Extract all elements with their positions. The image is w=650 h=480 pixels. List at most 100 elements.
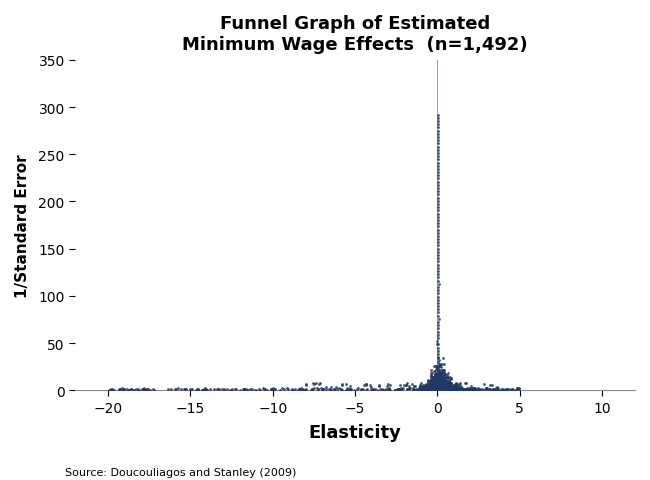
Point (420, 382, 430, 390)
Point (430, 382, 441, 389)
Point (142, 385, 152, 393)
Point (434, 384, 445, 392)
Point (441, 381, 452, 388)
Point (428, 381, 439, 388)
Point (366, 385, 376, 393)
Point (300, 381, 311, 389)
Point (405, 385, 415, 393)
Point (444, 383, 454, 391)
Point (501, 385, 512, 393)
Point (439, 381, 450, 388)
Point (448, 382, 458, 390)
Point (415, 382, 426, 390)
Point (434, 379, 445, 386)
Point (437, 368, 447, 376)
Point (429, 362, 439, 370)
Point (439, 384, 449, 392)
Point (433, 363, 443, 371)
Point (193, 386, 203, 394)
Point (444, 386, 454, 394)
Point (433, 378, 443, 386)
Point (439, 385, 450, 393)
Point (426, 384, 437, 392)
Point (404, 384, 414, 392)
Point (369, 386, 380, 394)
Point (448, 384, 459, 392)
Point (454, 380, 465, 387)
Point (436, 370, 447, 378)
Point (432, 382, 442, 389)
Point (423, 383, 434, 390)
Point (434, 377, 444, 385)
Point (436, 374, 447, 382)
Point (225, 386, 235, 394)
Point (462, 386, 473, 394)
Point (278, 386, 289, 394)
Point (440, 381, 450, 388)
Point (431, 382, 441, 389)
Point (431, 375, 441, 383)
Point (445, 384, 456, 392)
Point (437, 379, 448, 387)
Point (432, 362, 442, 370)
Point (435, 383, 445, 391)
Point (463, 386, 474, 394)
Point (436, 386, 447, 394)
Point (442, 373, 452, 381)
Point (432, 372, 442, 380)
Point (435, 382, 445, 390)
Point (439, 384, 450, 392)
Point (433, 384, 443, 391)
Point (433, 163, 443, 170)
Point (433, 309, 443, 317)
Point (456, 385, 467, 393)
Point (438, 386, 448, 394)
Point (341, 386, 352, 394)
Point (448, 384, 459, 392)
Point (424, 385, 434, 393)
Point (456, 384, 466, 392)
Point (450, 385, 460, 393)
Point (434, 372, 444, 380)
Point (435, 366, 445, 374)
Point (430, 377, 440, 385)
Point (431, 383, 441, 391)
Point (419, 386, 430, 394)
Point (437, 379, 448, 387)
Point (452, 385, 462, 393)
Point (426, 382, 436, 389)
Point (440, 370, 450, 378)
Point (430, 374, 441, 382)
Point (443, 377, 454, 384)
Point (437, 386, 447, 394)
Point (374, 382, 384, 390)
Point (435, 369, 445, 377)
Point (433, 284, 443, 291)
Point (448, 386, 459, 394)
Point (446, 384, 456, 392)
Point (411, 385, 421, 393)
Point (439, 384, 450, 392)
Point (439, 383, 450, 391)
Point (217, 385, 228, 393)
Point (214, 385, 224, 393)
Point (464, 385, 474, 393)
Point (287, 386, 297, 394)
Point (422, 386, 432, 394)
Point (434, 372, 445, 379)
Point (430, 380, 441, 387)
Point (416, 386, 426, 394)
Point (435, 383, 445, 391)
Point (441, 384, 451, 392)
Point (442, 386, 452, 394)
Point (426, 377, 437, 384)
Point (433, 379, 443, 387)
Point (437, 385, 448, 393)
Point (423, 382, 434, 390)
Point (434, 385, 444, 393)
Point (423, 381, 434, 389)
Point (434, 382, 444, 389)
Point (437, 360, 447, 368)
Point (440, 376, 450, 384)
Point (474, 386, 484, 394)
